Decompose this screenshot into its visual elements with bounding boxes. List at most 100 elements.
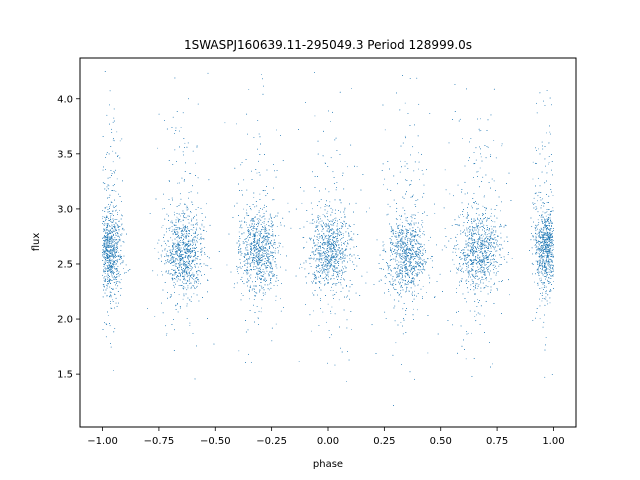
- data-point: [254, 247, 256, 248]
- data-point: [542, 211, 544, 213]
- data-point: [197, 283, 199, 284]
- data-point: [490, 243, 492, 245]
- data-point: [259, 258, 261, 260]
- data-point: [545, 215, 547, 217]
- data-point: [116, 271, 117, 272]
- data-point: [112, 150, 114, 152]
- data-point: [266, 224, 267, 225]
- data-point: [311, 258, 313, 259]
- data-point: [261, 74, 262, 75]
- data-point: [319, 215, 321, 217]
- data-point: [411, 237, 412, 238]
- data-point: [261, 222, 263, 223]
- data-point: [252, 236, 253, 237]
- data-point: [256, 242, 258, 244]
- data-point: [480, 242, 481, 243]
- data-point: [535, 239, 536, 241]
- data-point: [103, 224, 105, 226]
- data-point: [176, 263, 177, 265]
- data-point: [543, 218, 545, 220]
- data-point: [275, 323, 277, 325]
- data-point: [182, 298, 184, 300]
- data-point: [489, 261, 491, 263]
- data-point: [188, 249, 189, 250]
- data-point: [486, 270, 488, 272]
- data-point: [329, 245, 331, 247]
- data-point: [547, 255, 549, 256]
- data-point: [495, 255, 496, 257]
- data-point: [546, 211, 548, 213]
- data-point: [539, 278, 540, 280]
- data-point: [327, 275, 329, 276]
- data-point: [407, 237, 409, 239]
- data-point: [400, 240, 402, 242]
- data-point: [493, 140, 495, 141]
- data-point: [383, 244, 385, 245]
- data-point: [247, 252, 249, 253]
- data-point: [541, 242, 543, 243]
- data-point: [111, 252, 113, 254]
- data-point: [342, 237, 344, 238]
- data-point: [328, 243, 330, 245]
- data-point: [342, 233, 344, 234]
- data-point: [413, 256, 415, 257]
- data-point: [321, 277, 323, 279]
- data-point: [198, 239, 200, 240]
- data-point: [318, 238, 320, 239]
- data-point: [253, 225, 255, 227]
- data-point: [537, 252, 539, 254]
- data-point: [315, 249, 317, 250]
- data-point: [464, 259, 466, 261]
- data-point: [313, 251, 315, 253]
- data-point: [536, 252, 538, 254]
- data-point: [546, 259, 547, 260]
- data-point: [414, 290, 415, 292]
- data-point: [393, 268, 395, 269]
- data-point: [467, 235, 469, 236]
- data-point: [485, 250, 486, 251]
- data-point: [380, 279, 382, 281]
- data-point: [339, 273, 341, 274]
- data-point: [112, 139, 114, 141]
- data-point: [190, 282, 192, 284]
- data-point: [175, 273, 177, 275]
- data-point: [341, 261, 343, 262]
- data-point: [327, 258, 329, 260]
- data-point: [400, 322, 402, 323]
- data-point: [488, 281, 490, 283]
- data-point: [542, 261, 543, 262]
- data-point: [534, 281, 535, 283]
- data-point: [188, 249, 190, 251]
- data-point: [184, 244, 186, 246]
- data-point: [254, 266, 256, 267]
- data-point: [406, 266, 407, 267]
- data-point: [102, 218, 104, 220]
- data-point: [185, 263, 187, 265]
- data-point: [178, 229, 180, 230]
- data-point: [456, 234, 458, 235]
- data-point: [537, 219, 539, 221]
- data-point: [479, 245, 480, 247]
- data-point: [390, 294, 391, 296]
- data-point: [325, 225, 327, 226]
- data-point: [414, 267, 416, 268]
- data-point: [416, 309, 418, 311]
- data-point: [154, 248, 156, 249]
- data-point: [329, 244, 330, 245]
- data-point: [491, 231, 493, 233]
- data-point: [351, 88, 352, 89]
- data-point: [329, 262, 330, 263]
- data-point: [322, 239, 324, 241]
- data-point: [314, 221, 315, 223]
- data-point: [188, 254, 190, 256]
- data-point: [551, 221, 552, 223]
- data-point: [240, 251, 242, 253]
- data-point: [191, 277, 193, 279]
- data-point: [538, 148, 539, 150]
- data-point: [191, 274, 192, 276]
- data-point: [195, 227, 197, 229]
- data-point: [180, 127, 182, 128]
- data-point: [401, 246, 403, 247]
- data-point: [327, 283, 329, 284]
- data-point: [253, 255, 255, 256]
